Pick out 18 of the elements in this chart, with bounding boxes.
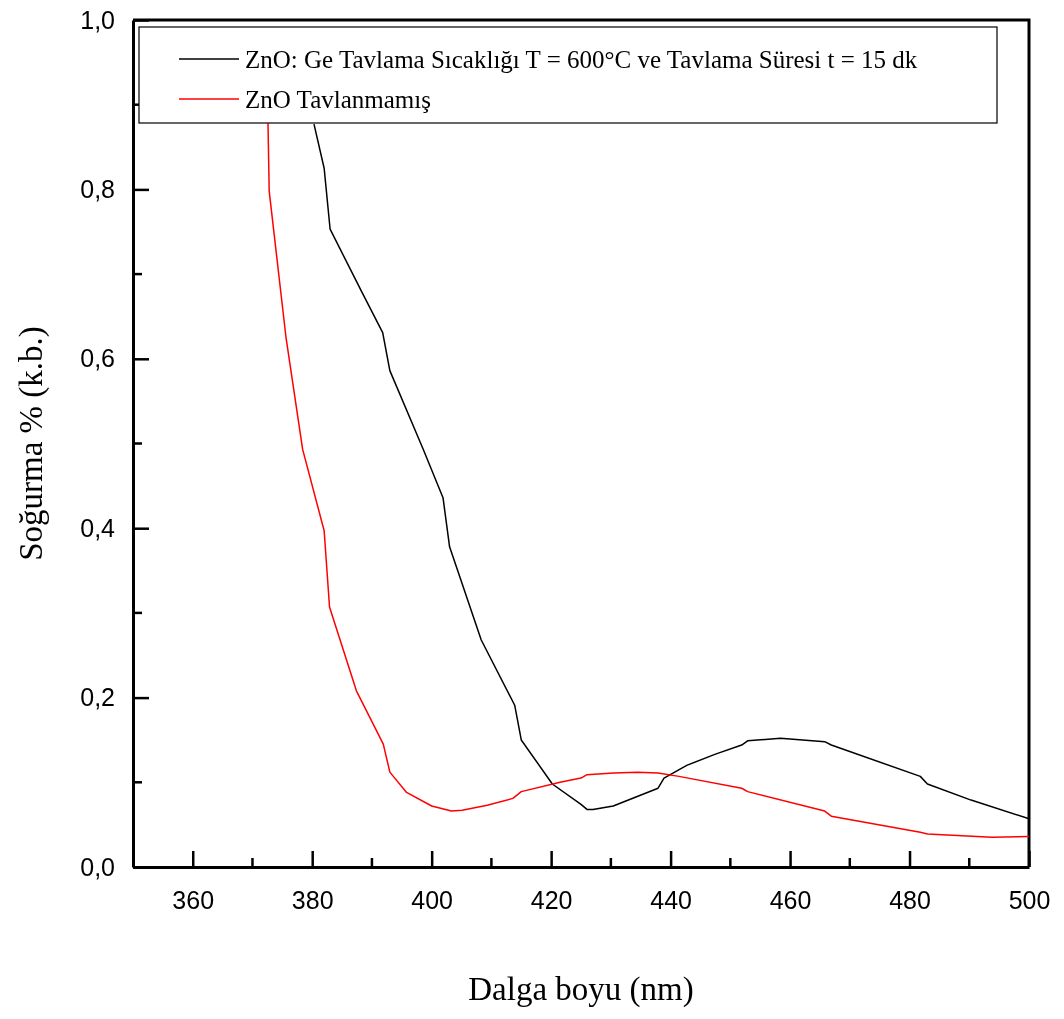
- y-tick-label: 0,0: [80, 852, 115, 881]
- x-tick-label: 480: [889, 885, 931, 914]
- y-tick-label: 0,6: [80, 344, 115, 373]
- x-tick-label: 360: [172, 885, 215, 914]
- y-tick-label: 1,0: [80, 5, 115, 34]
- legend-label: ZnO: Ge Tavlama Sıcaklığı T = 600°C ve Tavlama Süresi t = 15 dk: [245, 46, 918, 73]
- x-tick-label: 500: [1008, 885, 1051, 914]
- y-tick-label: 0,8: [80, 174, 115, 203]
- x-tick-label: 460: [769, 885, 812, 914]
- legend-label: ZnO Tavlanmamış: [245, 86, 431, 113]
- x-axis-title: Dalga boyu (nm): [468, 971, 694, 1008]
- y-axis-title: Soğurma % (k.b.): [13, 326, 50, 561]
- y-tick-label: 0,4: [80, 513, 116, 542]
- x-tick-label: 400: [411, 885, 454, 914]
- x-tick-label: 420: [530, 885, 573, 914]
- x-tick-label: 380: [291, 885, 334, 914]
- x-tick-label: 440: [650, 885, 692, 914]
- y-tick-label: 0,2: [80, 683, 115, 712]
